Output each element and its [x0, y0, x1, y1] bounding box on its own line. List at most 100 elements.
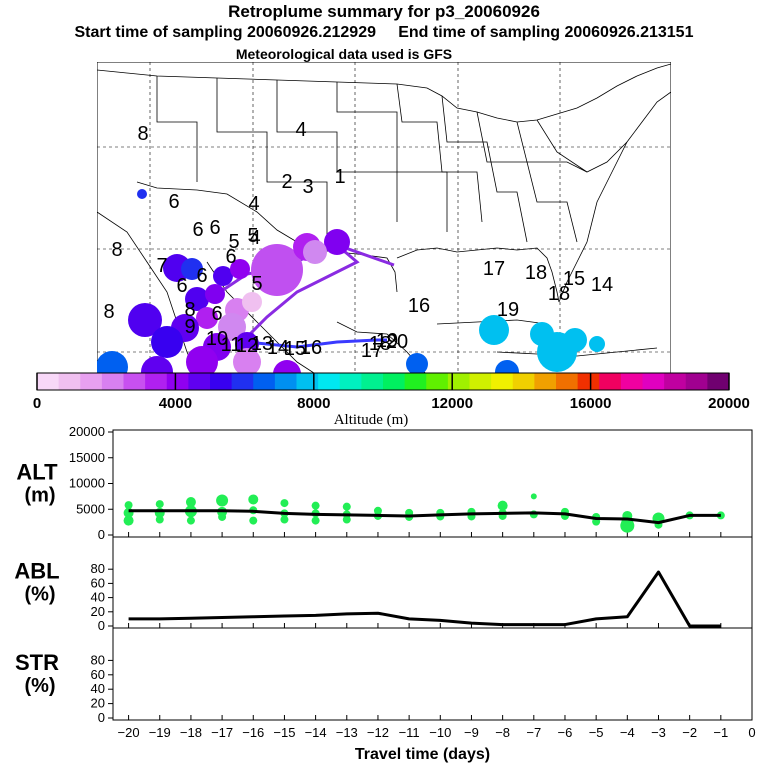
- colorbar-label: 20000: [708, 395, 750, 412]
- alt-scatter-point: [249, 516, 258, 525]
- x-tick-label: −3: [651, 725, 666, 740]
- x-axis-title: Travel time (days): [355, 746, 490, 763]
- alt-scatter-point: [186, 516, 195, 525]
- colorbar-swatches: [37, 373, 730, 390]
- y-tick-label: 60: [91, 667, 105, 682]
- alt-series-line: [128, 509, 721, 525]
- y-tick-label: 20: [91, 604, 105, 619]
- altitude-colorbar: 0 4000 8000 12000 16000 20000 Altitude (m): [33, 372, 750, 428]
- puff-label: 4: [295, 119, 306, 141]
- x-tick-label: −13: [336, 725, 358, 740]
- x-tick-label: −20: [118, 725, 140, 740]
- alt-scatter-point: [530, 493, 537, 500]
- x-tick-label: −6: [558, 725, 573, 740]
- colorbar-swatch: [37, 373, 60, 390]
- puff-label: 6: [168, 191, 179, 213]
- x-tick-label: −16: [242, 725, 264, 740]
- colorbar-swatch: [210, 373, 233, 390]
- x-tick-label: −12: [367, 725, 389, 740]
- colorbar-swatch: [383, 373, 406, 390]
- puff-label: 6: [196, 265, 207, 287]
- alt-scatter-point: [185, 497, 196, 508]
- puff-label: 11: [221, 334, 242, 356]
- colorbar-swatch: [231, 373, 254, 390]
- panel-frame: [112, 536, 753, 629]
- x-tick-label: −8: [495, 725, 510, 740]
- puff-label: 1: [334, 166, 345, 188]
- y-tick-label: 80: [91, 652, 105, 667]
- sampling-times: Start time of sampling 20060926.212929 E…: [74, 24, 694, 41]
- x-tick-label: −2: [682, 725, 697, 740]
- colorbar-swatch: [447, 373, 470, 390]
- colorbar-swatch: [534, 373, 557, 390]
- y-tick-label: 40: [91, 681, 105, 696]
- alt-scatter-point: [342, 502, 351, 511]
- puff-label: 5: [251, 273, 262, 295]
- alt-scatter-point: [497, 500, 508, 511]
- colorbar-swatch: [404, 373, 427, 390]
- colorbar-swatch: [469, 373, 492, 390]
- abl-series-line: [128, 570, 721, 628]
- colorbar-swatch: [188, 373, 211, 390]
- alt-scatter-point: [342, 515, 351, 524]
- puff-label: 2: [281, 171, 292, 193]
- x-tick-label: −1: [713, 725, 728, 740]
- puff-label: 18: [369, 333, 391, 355]
- colorbar-label: 8000: [297, 395, 330, 412]
- puff-label: 7: [156, 255, 167, 277]
- puff-label: 4: [249, 227, 260, 249]
- puff-label: 6: [176, 275, 187, 297]
- puff-label: 8: [184, 299, 195, 321]
- x-tick-label: −11: [399, 725, 420, 740]
- puff-label: 12: [236, 335, 258, 357]
- x-tick-label: −5: [589, 725, 604, 740]
- colorbar-swatch: [145, 373, 168, 390]
- colorbar-label: 0: [33, 395, 41, 412]
- puff-label: 19: [497, 299, 519, 321]
- puff-label: 8: [103, 301, 114, 323]
- puff-label: 15: [563, 268, 585, 290]
- colorbar-swatch: [80, 373, 103, 390]
- x-tick-label: −9: [464, 725, 479, 740]
- alt-scatter-point: [155, 515, 164, 524]
- puff-label: 20: [386, 331, 408, 353]
- x-tick-label: −14: [305, 725, 327, 740]
- puff-label: 14: [267, 337, 289, 359]
- colorbar-swatch: [296, 373, 319, 390]
- puff-label: 19: [376, 330, 398, 352]
- colorbar-swatch: [361, 373, 384, 390]
- colorbar-ticks: [36, 373, 730, 390]
- chart-title: Retroplume summary for p3_20060926: [228, 2, 540, 21]
- puff-label: 15: [284, 338, 306, 360]
- x-tick-label: −19: [149, 725, 171, 740]
- y-tick-label: 60: [91, 575, 105, 590]
- y-tick-label: 0: [98, 710, 105, 725]
- alt-scatter-point: [123, 515, 134, 526]
- puff-label: 6: [192, 219, 203, 241]
- y-tick-label: 0: [98, 618, 105, 633]
- alt-scatter-point: [311, 501, 320, 510]
- puff-label: 6: [225, 246, 236, 268]
- colorbar-swatch: [58, 373, 81, 390]
- y-tick-label: 20: [91, 696, 105, 711]
- x-tick-label: −15: [273, 725, 295, 740]
- y-tick-label: 40: [91, 590, 105, 605]
- colorbar-swatch: [491, 373, 514, 390]
- x-tick-label: −7: [526, 725, 541, 740]
- colorbar-title: Altitude (m): [334, 412, 409, 428]
- y-tick-label: 5000: [76, 501, 105, 516]
- puff-label: 13: [251, 333, 273, 355]
- alt-scatter-point: [216, 494, 229, 507]
- alt-scatter-point: [124, 501, 133, 510]
- colorbar-labels: 0 4000 8000 12000 16000 20000: [33, 395, 750, 412]
- puff-label: 6: [211, 303, 222, 325]
- y-axis-label: ALT (m): [16, 460, 58, 507]
- alt-scatter-point: [311, 516, 320, 525]
- puff-label: 18: [548, 283, 570, 305]
- puff-label: 18: [525, 262, 547, 284]
- alt-scatter-point: [218, 512, 227, 521]
- colorbar-swatch: [318, 373, 341, 390]
- colorbar-label: 16000: [570, 395, 612, 412]
- puff-label: 4: [248, 193, 259, 215]
